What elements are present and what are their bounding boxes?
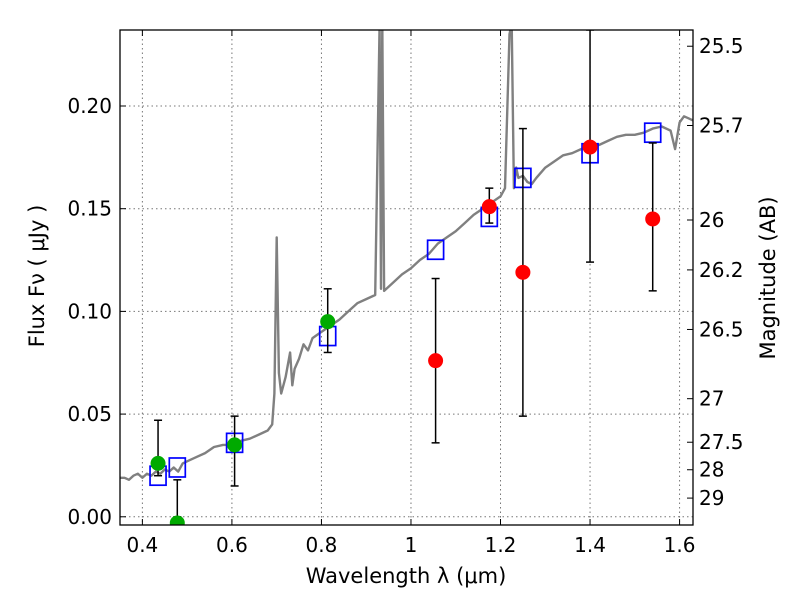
right-tick-label: 28 [699, 458, 724, 482]
x-tick-label: 0.6 [216, 533, 248, 557]
right-tick-label: 26 [699, 208, 724, 232]
y-tick-label: 0.20 [67, 94, 112, 118]
nir-detection-point [481, 199, 497, 215]
x-tick-label: 1.6 [664, 533, 696, 557]
y-tick-label: 0.10 [67, 299, 112, 323]
y-tick-label: 0.00 [67, 505, 112, 529]
right-tick-label: 27 [699, 387, 724, 411]
nir-detection-point [428, 353, 444, 369]
right-tick-label: 26.2 [699, 258, 744, 282]
model-sed-line [120, 30, 693, 481]
x-tick-label: 1 [405, 533, 418, 557]
x-tick-label: 0.8 [306, 533, 338, 557]
right-axis-title: Magnitude (AB) [756, 196, 780, 359]
nir-detection-point [582, 139, 598, 155]
optical-detection-point [227, 437, 243, 453]
right-tick-label: 25.7 [699, 114, 744, 138]
plot-series [120, 30, 693, 525]
plot-area [120, 30, 693, 525]
right-tick-label: 26.5 [699, 317, 744, 341]
x-axis-title: Wavelength λ (μm) [306, 564, 507, 588]
model-photometry-square [643, 122, 662, 144]
axes: 0.4 0.6 0.8 1 1.2 1.4 1.6 0.00 0.05 0.10 0.15 0.20 2… [67, 30, 744, 557]
y-axis-title: Flux Fν ( μJy ) [25, 205, 49, 348]
optical-detection-point [150, 455, 166, 471]
right-tick-label: 29 [699, 486, 724, 510]
nir-detection-point [645, 211, 661, 227]
plot-frame [119, 29, 694, 526]
x-tick-label: 0.4 [126, 533, 158, 557]
model-photometry-square [426, 239, 445, 261]
x-tick-label: 1.4 [574, 533, 606, 557]
x-tick-label: 1.2 [485, 533, 517, 557]
nir-detection-point [515, 264, 531, 280]
optical-detection-point [320, 314, 336, 330]
right-tick-label: 27.5 [699, 430, 744, 454]
y-tick-label: 0.05 [67, 402, 112, 426]
grid [120, 30, 693, 525]
right-tick-label: 25.5 [699, 34, 744, 58]
y-tick-label: 0.15 [67, 197, 112, 221]
optical-detection-point [169, 515, 185, 525]
model-photometry-square [168, 457, 187, 478]
